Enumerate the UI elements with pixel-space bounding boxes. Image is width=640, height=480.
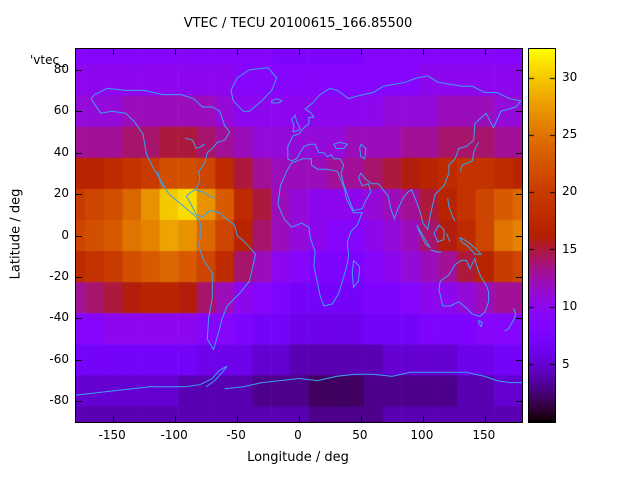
coastline-path <box>504 307 517 332</box>
x-tick-label: 150 <box>472 428 496 442</box>
coastline-path <box>430 249 442 253</box>
y-tick-label: -60 <box>49 351 69 366</box>
coastline-path <box>157 171 165 189</box>
coastline-path <box>76 365 228 396</box>
colorbar-tick-label: 5 <box>562 356 570 371</box>
colorbar-tick-label: 10 <box>562 299 578 314</box>
y-tick-label: -80 <box>49 393 69 408</box>
y-tick-label: 40 <box>53 144 69 159</box>
coastline-path <box>291 114 301 133</box>
y-tick-label: 0 <box>61 227 69 242</box>
colorbar-tick-label: 15 <box>562 241 578 256</box>
coastline-path <box>478 320 484 328</box>
chart-title: VTEC / TECU 20100615_166.85500 <box>183 16 413 31</box>
x-tick-label: 0 <box>294 428 302 442</box>
coastline-path <box>359 143 367 160</box>
coastline-path <box>459 237 483 255</box>
y-tick-label: -20 <box>49 268 69 283</box>
coastline-path <box>277 158 363 307</box>
key-label: 'vtec_ <box>30 53 66 67</box>
colorbar-tick-label: 25 <box>562 127 578 142</box>
x-tick-label: 50 <box>352 428 368 442</box>
y-tick-label: 60 <box>53 103 69 118</box>
coastline-path <box>90 87 257 351</box>
coastline-path <box>459 142 480 172</box>
colorbar <box>528 48 556 423</box>
colorbar-tick-label: 30 <box>562 69 578 84</box>
coastline-path <box>351 260 361 289</box>
coastline-path <box>416 224 431 249</box>
coastline-overlay <box>76 49 522 422</box>
coastline-path <box>333 141 349 149</box>
y-tick-label: -40 <box>49 310 69 325</box>
map-plot-area <box>75 48 523 423</box>
x-axis-title: Longitude / deg <box>247 450 349 465</box>
coastline-path <box>194 189 215 199</box>
coastline-path <box>184 137 206 150</box>
x-tick-label: -100 <box>160 428 188 442</box>
x-tick-label: -50 <box>226 428 246 442</box>
y-axis-title: Latitude / deg <box>8 188 24 280</box>
x-tick-label: 100 <box>410 428 434 442</box>
x-tick-label: -150 <box>98 428 126 442</box>
colorbar-gradient-canvas <box>529 49 555 422</box>
y-tick-label: 20 <box>53 186 69 201</box>
colorbar-tick-label: 20 <box>562 184 578 199</box>
coastline-path <box>271 98 283 104</box>
coastline-path <box>224 371 522 390</box>
coastline-path <box>230 67 278 112</box>
coastline-path <box>287 75 522 231</box>
coastline-path <box>445 233 451 242</box>
coastline-path <box>438 256 490 317</box>
y-tick-label: 80 <box>53 61 69 76</box>
coastline-path <box>433 224 445 243</box>
coastline-path <box>447 198 456 222</box>
